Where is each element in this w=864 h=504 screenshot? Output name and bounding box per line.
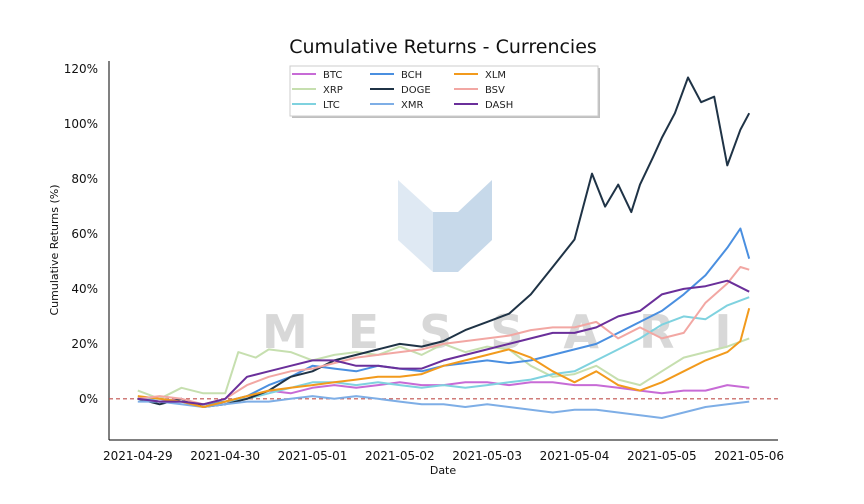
x-tick-label: 2021-05-06: [714, 449, 784, 463]
y-tick-label: 80%: [71, 172, 98, 186]
legend-label-xmr: XMR: [401, 100, 423, 111]
series-line-bsv: [137, 266, 750, 406]
y-tick-label: 120%: [64, 62, 98, 76]
legend-label-xlm: XLM: [485, 70, 506, 81]
watermark-logo-middle: [433, 212, 458, 272]
watermark-logo-right: [458, 180, 492, 272]
x-tick-label: 2021-04-29: [103, 449, 173, 463]
series-line-xmr: [137, 395, 750, 419]
y-axis-label: Cumulative Returns (%): [48, 184, 61, 315]
legend-label-xrp: XRP: [323, 85, 343, 96]
y-tick-label: 40%: [71, 282, 98, 296]
legend-label-doge: DOGE: [401, 85, 431, 96]
legend-label-bsv: BSV: [485, 85, 505, 96]
y-tick-label: 0%: [79, 392, 98, 406]
x-tick-label: 2021-05-01: [278, 449, 348, 463]
series-layer: [137, 76, 751, 419]
chart-title: Cumulative Returns - Currencies: [289, 36, 597, 58]
legend-label-bch: BCH: [401, 70, 422, 81]
x-tick-label: 2021-04-30: [190, 449, 260, 463]
x-tick-label: 2021-05-03: [452, 449, 522, 463]
y-tick-label: 60%: [71, 227, 98, 241]
legend-label-dash: DASH: [485, 100, 513, 111]
series-line-xlm: [137, 307, 751, 408]
legend-box: [289, 65, 599, 117]
messari-watermark: MESSARI: [262, 180, 772, 359]
x-axis-label: Date: [430, 464, 457, 477]
legend: BTC XRP LTC BCH DOGE XMR XLM BSV DASH: [289, 65, 600, 118]
legend-label-ltc: LTC: [323, 100, 340, 111]
x-tick-label: 2021-05-05: [627, 449, 697, 463]
watermark-text: MESSARI: [262, 305, 772, 359]
y-tick-label: 100%: [64, 117, 98, 131]
x-tick-label: 2021-05-04: [540, 449, 610, 463]
axes: 2021-04-29 2021-04-30 2021-05-01 2021-05-02…: [64, 61, 784, 463]
series-line-xrp: [137, 337, 750, 400]
y-tick-label: 20%: [71, 337, 98, 351]
x-tick-label: 2021-05-02: [365, 449, 435, 463]
legend-label-btc: BTC: [323, 70, 342, 81]
series-line-dash: [137, 279, 750, 406]
watermark-logo-left: [398, 180, 433, 272]
